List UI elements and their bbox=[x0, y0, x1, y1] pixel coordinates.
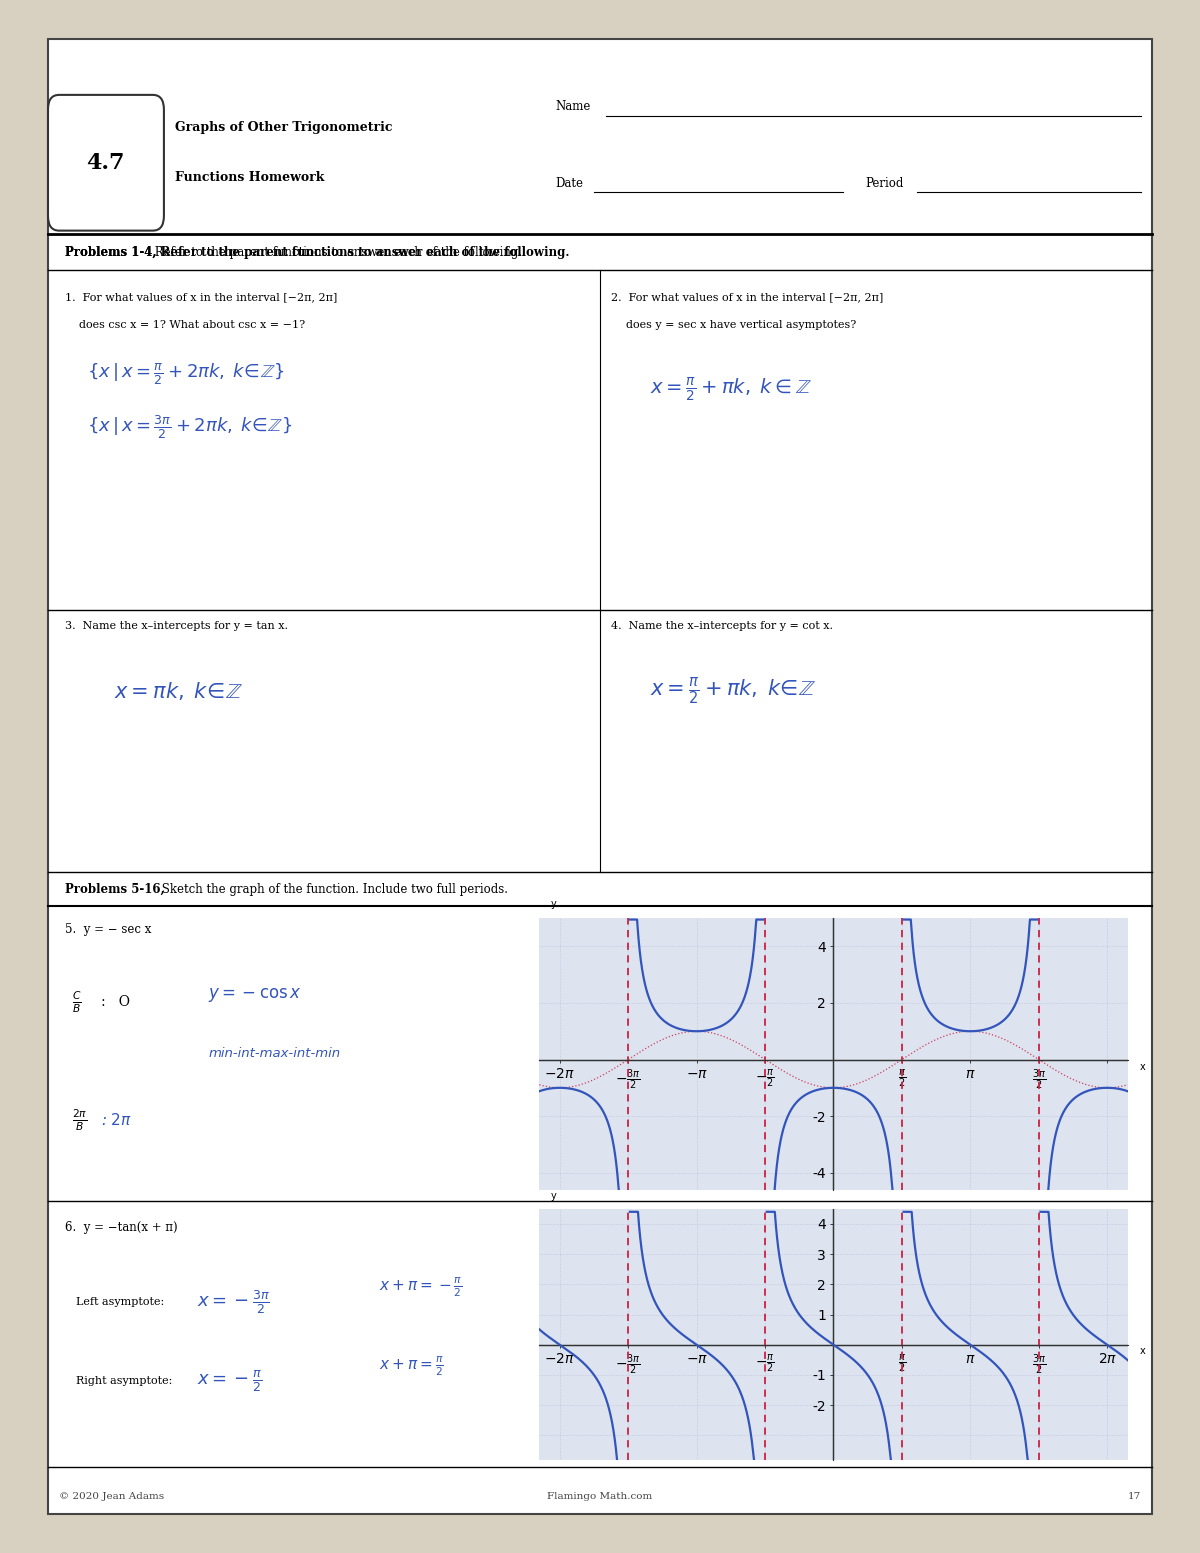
Text: Right asymptote:: Right asymptote: bbox=[76, 1376, 172, 1387]
Text: Problems 1-4,: Problems 1-4, bbox=[65, 245, 156, 258]
Text: Functions Homework: Functions Homework bbox=[175, 171, 324, 183]
Text: $x = \pi k,\; k\!\in\!\mathbb{Z}$: $x = \pi k,\; k\!\in\!\mathbb{Z}$ bbox=[114, 680, 244, 702]
Text: y: y bbox=[551, 1191, 557, 1200]
Text: $\frac{C}{B}$: $\frac{C}{B}$ bbox=[72, 989, 82, 1016]
Text: 4.7: 4.7 bbox=[86, 152, 125, 174]
Text: Graphs of Other Trigonometric: Graphs of Other Trigonometric bbox=[175, 121, 392, 134]
Text: $x + \pi = \frac{\pi}{2}$: $x + \pi = \frac{\pi}{2}$ bbox=[379, 1354, 444, 1379]
Text: Period: Period bbox=[865, 177, 904, 189]
Text: $x + \pi = -\frac{\pi}{2}$: $x + \pi = -\frac{\pi}{2}$ bbox=[379, 1275, 463, 1298]
Text: 1.  For what values of x in the interval [−2π, 2π]: 1. For what values of x in the interval … bbox=[65, 292, 337, 301]
Text: Problems 1-4, Refer to the parent functions to answer each of the following.: Problems 1-4, Refer to the parent functi… bbox=[65, 245, 569, 258]
Text: Problems 5-16,: Problems 5-16, bbox=[65, 882, 164, 896]
Text: 5.  y = − sec x: 5. y = − sec x bbox=[65, 924, 151, 936]
Text: $\frac{2\pi}{B}$: $\frac{2\pi}{B}$ bbox=[72, 1107, 88, 1134]
Text: 3.  Name the x–intercepts for y = tan x.: 3. Name the x–intercepts for y = tan x. bbox=[65, 621, 288, 631]
Text: © 2020 Jean Adams: © 2020 Jean Adams bbox=[59, 1492, 164, 1500]
Text: $x = \frac{\pi}{2} + \pi k,\; k\!\in\!\mathbb{Z}$: $x = \frac{\pi}{2} + \pi k,\; k\!\in\!\m… bbox=[649, 676, 816, 707]
Text: does y = sec x have vertical asymptotes?: does y = sec x have vertical asymptotes? bbox=[626, 320, 857, 331]
Text: Date: Date bbox=[556, 177, 584, 189]
FancyBboxPatch shape bbox=[48, 95, 164, 230]
Text: :   O: : O bbox=[101, 995, 130, 1009]
Text: $\{x\,|\,x = \frac{\pi}{2} + 2\pi k,\; k\!\in\!\mathbb{Z}\}$: $\{x\,|\,x = \frac{\pi}{2} + 2\pi k,\; k… bbox=[86, 360, 284, 387]
Text: $\{x\,|\,x = \frac{3\pi}{2} + 2\pi k,\; k\!\in\!\mathbb{Z}\}$: $\{x\,|\,x = \frac{3\pi}{2} + 2\pi k,\; … bbox=[86, 413, 292, 441]
Text: Sketch the graph of the function. Include two full periods.: Sketch the graph of the function. Includ… bbox=[158, 882, 509, 896]
Text: $y = -\cos x$: $y = -\cos x$ bbox=[208, 986, 302, 1003]
Text: $x = -\frac{3\pi}{2}$: $x = -\frac{3\pi}{2}$ bbox=[197, 1287, 270, 1315]
Text: min-int-max-int-min: min-int-max-int-min bbox=[208, 1047, 341, 1061]
Text: Flamingo Math.com: Flamingo Math.com bbox=[547, 1492, 653, 1500]
Text: 17: 17 bbox=[1128, 1492, 1141, 1500]
Text: 2.  For what values of x in the interval [−2π, 2π]: 2. For what values of x in the interval … bbox=[611, 292, 883, 301]
Text: Name: Name bbox=[556, 101, 592, 113]
Text: x: x bbox=[1140, 1346, 1145, 1356]
Text: $x = -\frac{\pi}{2}$: $x = -\frac{\pi}{2}$ bbox=[197, 1368, 263, 1395]
Text: y: y bbox=[551, 899, 557, 909]
Text: x: x bbox=[1140, 1062, 1145, 1072]
Text: $x = \frac{\pi}{2} + \pi k,\; k \in \mathbb{Z}$: $x = \frac{\pi}{2} + \pi k,\; k \in \mat… bbox=[649, 376, 811, 404]
Text: does csc x = 1? What about csc x = −1?: does csc x = 1? What about csc x = −1? bbox=[79, 320, 305, 331]
Text: 4.  Name the x–intercepts for y = cot x.: 4. Name the x–intercepts for y = cot x. bbox=[611, 621, 833, 631]
Text: Left asymptote:: Left asymptote: bbox=[76, 1297, 164, 1306]
Text: Refer to the parent functions to answer each of the following.: Refer to the parent functions to answer … bbox=[151, 245, 522, 258]
Text: : $2\pi$: : $2\pi$ bbox=[101, 1112, 132, 1129]
Text: 6.  y = −tan(x + π): 6. y = −tan(x + π) bbox=[65, 1222, 178, 1235]
